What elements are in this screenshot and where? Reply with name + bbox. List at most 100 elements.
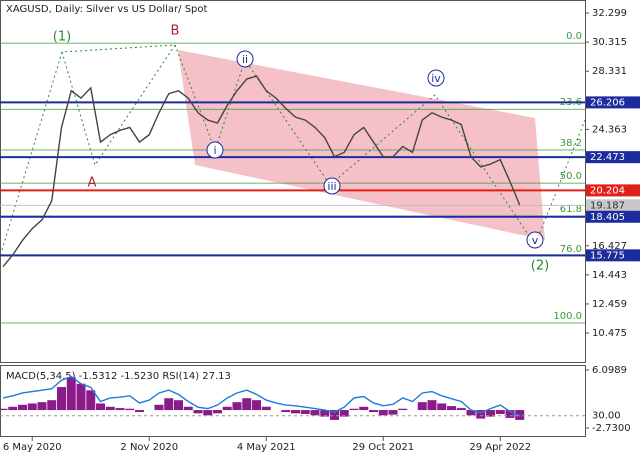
main-panel-frame [0,0,586,363]
macd-bar [154,404,164,411]
fib-label: 0.0 [566,31,582,42]
fib-label: 61.8 [560,204,582,215]
y2-tick-label: 30.00 [592,411,621,422]
macd-bar [447,406,456,411]
indicator-panel-frame [0,365,586,437]
macd-bar [437,403,447,411]
macd-bar [86,390,96,411]
macd-bar [37,402,47,411]
y-tick-label: -2.7300 [592,423,631,434]
level-badge [586,151,640,164]
macd-bar [495,410,505,414]
y-tick-label: 14.443 [592,270,627,281]
macd-bar [66,377,76,411]
y-tick-label: 32.299 [592,8,627,19]
y-tick-label: 16.427 [592,241,627,252]
level-badge [586,210,640,223]
fib-label: 76.0 [560,244,582,255]
macd-bar [135,410,144,413]
wave-label: i [213,144,216,157]
macd-bar [96,403,105,411]
macd-bar [486,410,495,417]
macd-bar [8,406,18,411]
macd-bar [300,410,310,414]
wave-label: iii [327,180,336,193]
macd-bar [18,404,27,411]
macd-bar [213,410,222,414]
wave-label: iv [431,72,441,85]
wave-label: (2) [531,259,549,274]
y-tick-label: 24.363 [592,124,627,135]
macd-bar [261,406,271,411]
macd-bar [115,408,125,411]
macd-bar [222,406,232,411]
wave-circle [206,141,224,159]
macd-bar [164,398,174,411]
level-label: 20.204 [590,185,625,196]
macd-bar [417,402,427,411]
level-badge [586,184,640,197]
x-tick-label: 29 Apr 2022 [469,442,531,453]
macd-bar [320,410,330,417]
macd-bar [339,410,349,417]
y-tick-label: 6.0989 [592,365,627,376]
y-tick-label: 12.459 [592,299,627,310]
level-badge [586,199,640,212]
macd-bar [203,410,213,416]
chart-title: XAGUSD, Daily: Silver vs US Dollar/ Spot [6,4,208,15]
macd-bar [125,408,135,411]
level-badge [586,249,640,262]
macd-bar [0,408,8,411]
x-tick-label: 2 Nov 2020 [120,442,178,453]
x-tick-label: 4 May 2021 [237,442,296,453]
trend-channel [178,50,545,240]
level-badge [586,96,640,109]
macd-bar [505,410,515,418]
macd-bar [47,400,57,411]
macd-bar [57,387,66,411]
macd-bar [27,403,37,411]
macd-bar [359,406,369,411]
wave-path [1,44,586,251]
macd-bar [193,410,203,414]
macd-bar [466,410,476,416]
indicator-title: MACD(5,34,5) -1.5312 -1.5230 RSI(14) 27.… [6,371,231,382]
macd-bar [281,410,291,413]
wave-label: ii [242,53,248,66]
wave-label: (1) [53,30,71,45]
macd-bar [349,408,359,411]
macd-bar [378,410,388,416]
fib-label: 38.2 [560,138,582,149]
level-label: 15.775 [590,250,625,261]
macd-bar [456,408,466,411]
y-tick-label: 28.331 [592,66,627,77]
level-label: 19.187 [590,200,625,211]
level-label: 18.405 [590,212,625,223]
wave-circle [526,231,544,249]
wave-label: A [88,176,97,191]
wave-circle [427,69,445,87]
price-line [2,75,521,268]
macd-bar [252,400,261,411]
macd-bar [242,398,252,411]
wave-label: B [171,24,180,39]
rsi-line [2,375,521,417]
level-label: 26.206 [590,97,625,108]
macd-bar [232,402,242,411]
macd-bar [427,400,437,411]
wave-circle [236,50,254,68]
y-tick-label: 10.475 [592,328,627,339]
macd-bar [330,410,339,420]
macd-bar [174,400,183,411]
x-tick-label: 29 Oct 2021 [352,442,414,453]
fib-label: 50.0 [560,171,582,182]
y-tick-label: 30.315 [592,37,627,48]
fib-label: 100.0 [553,311,582,322]
macd-bar [291,410,300,414]
wave-circle [323,177,341,195]
macd-bar [476,410,486,419]
macd-bar [388,410,398,415]
macd-bar [105,406,115,411]
macd-bar [183,406,193,411]
